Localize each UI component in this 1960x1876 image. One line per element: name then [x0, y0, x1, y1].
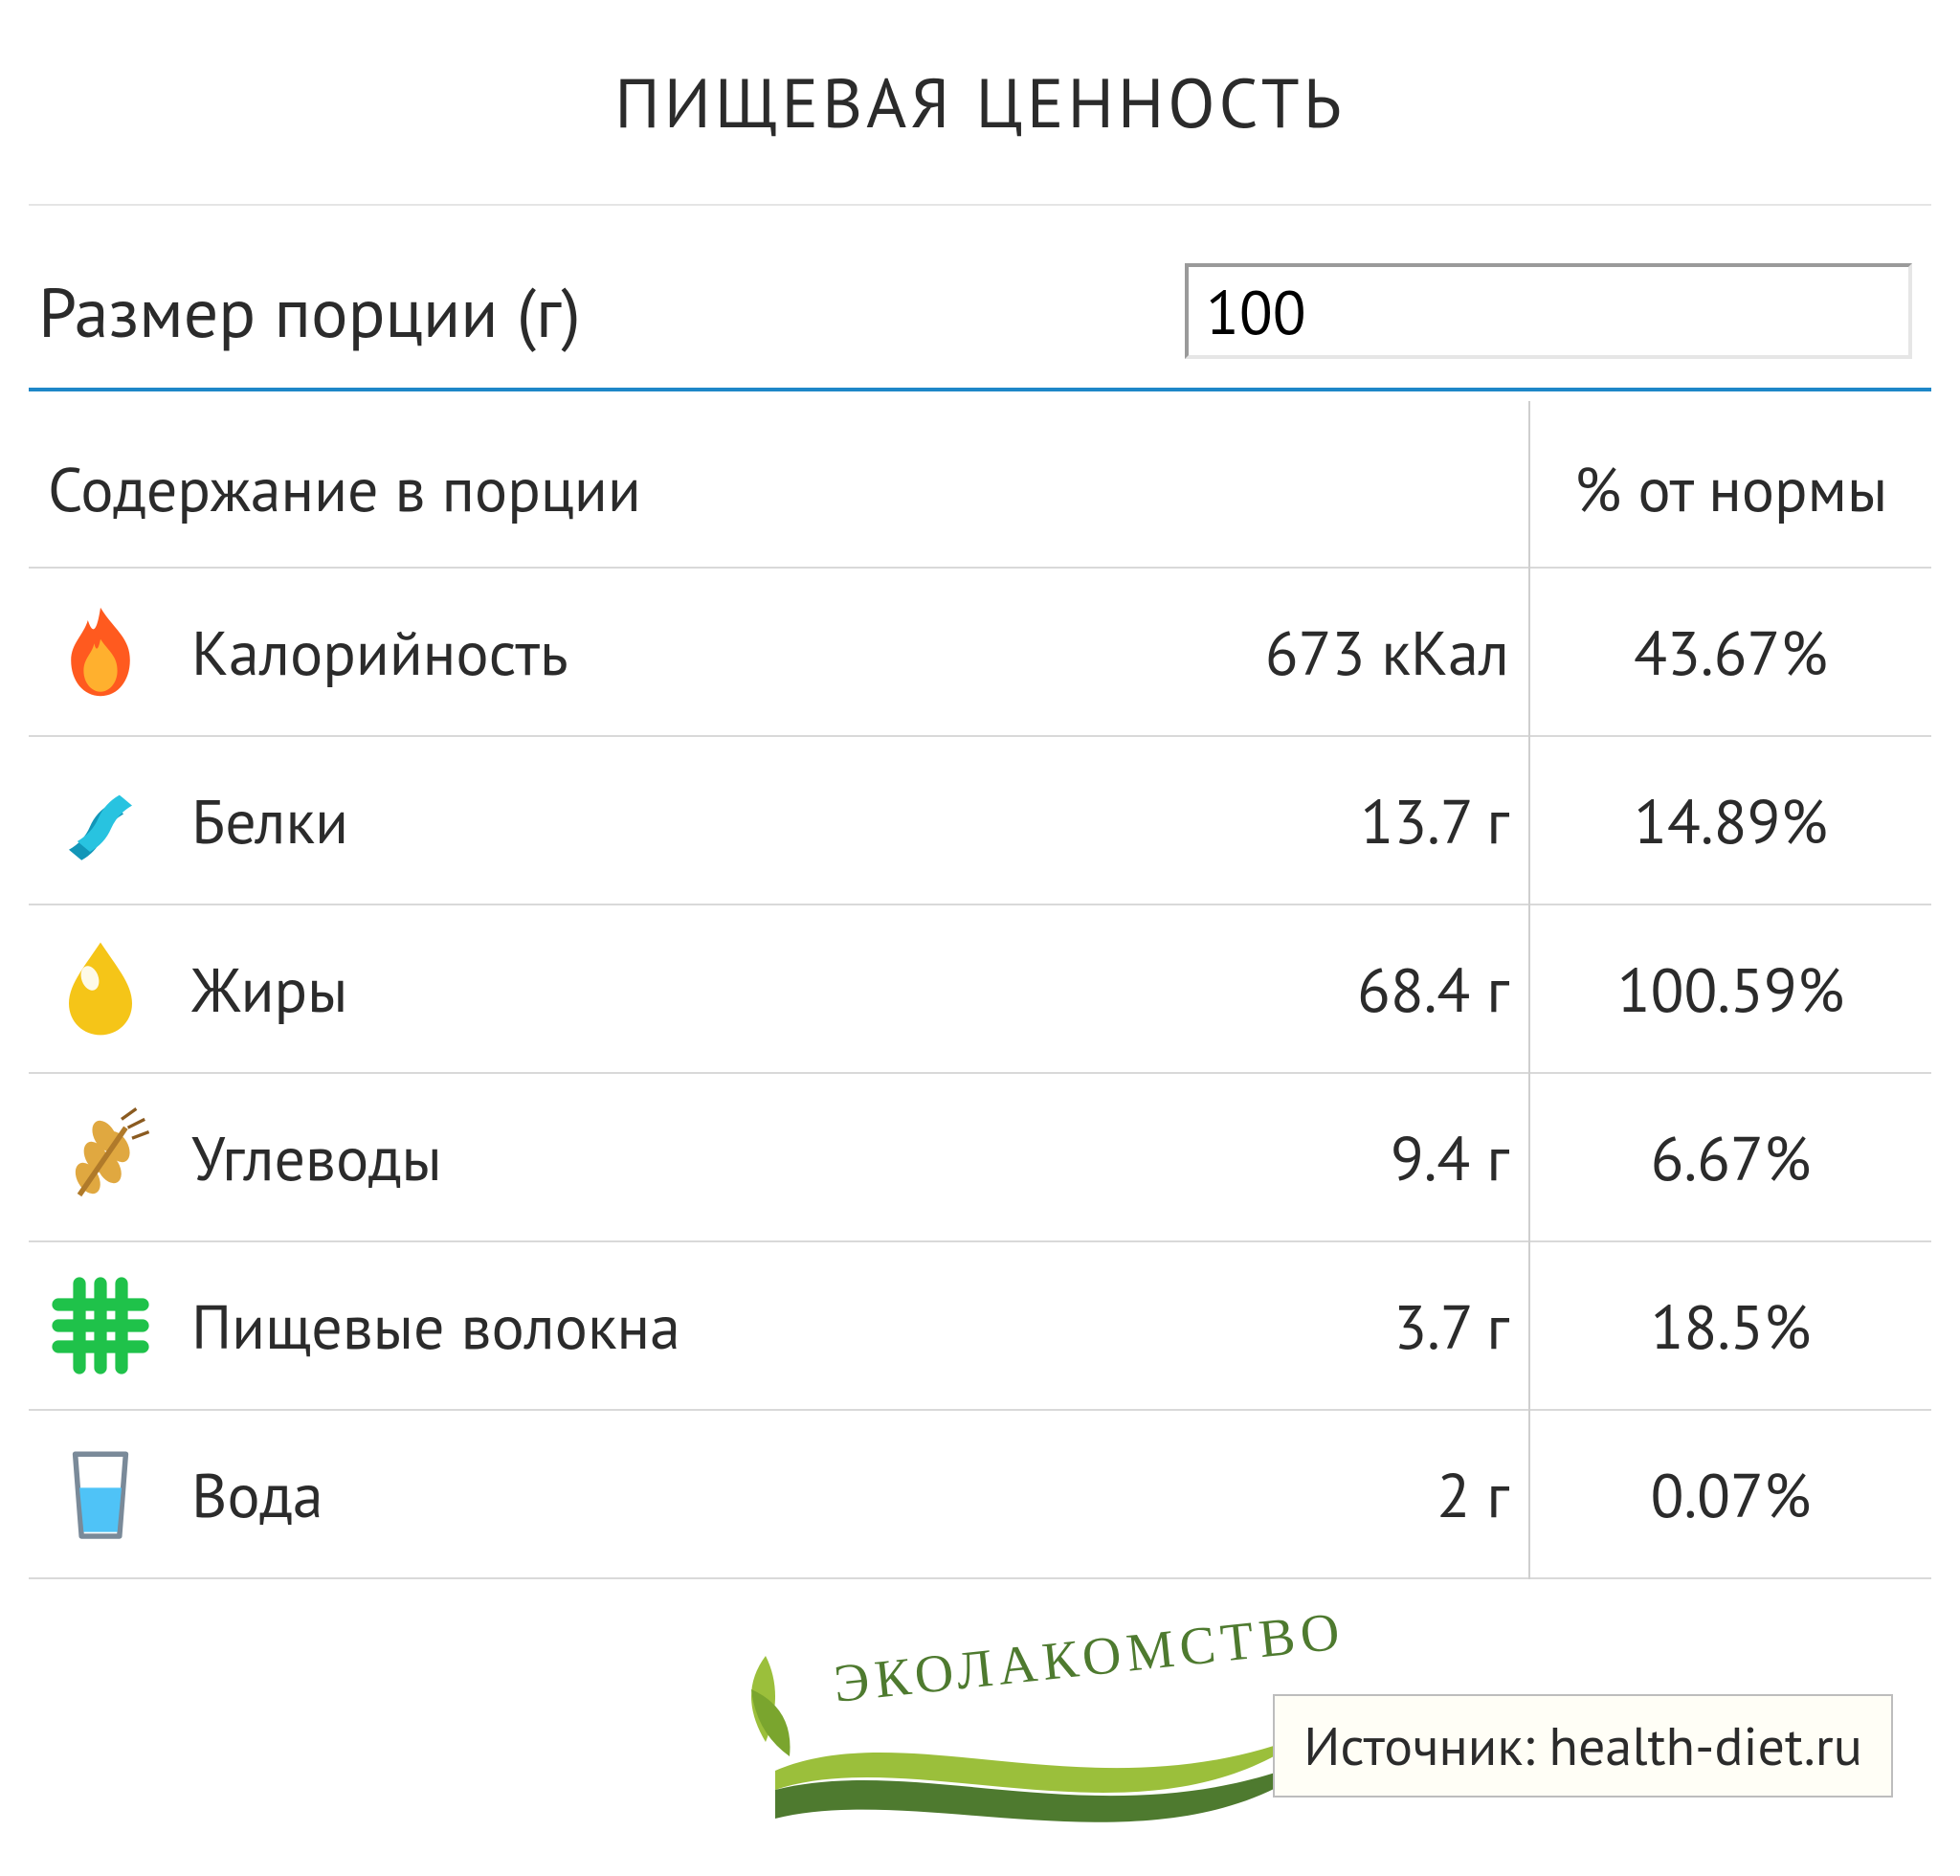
cell-value: 2 г: [1185, 1410, 1529, 1578]
row-water: Вода 2 г 0.07%: [29, 1410, 1931, 1578]
cell-value: 3.7 г: [1185, 1241, 1529, 1410]
drop-icon: [48, 936, 153, 1041]
nutrition-table: Содержание в порции % от нормы Калорийно…: [29, 401, 1931, 1579]
cell-value: 13.7 г: [1185, 736, 1529, 904]
wheat-icon: [48, 1105, 153, 1210]
cell-value: 673 кКал: [1185, 568, 1529, 736]
portion-label: Размер порции (г): [38, 267, 581, 356]
page-title: ПИЩЕВАЯ ЦЕННОСТЬ: [29, 19, 1931, 206]
cell-name: Жиры: [172, 904, 1185, 1073]
cell-norm: 0.07%: [1529, 1410, 1931, 1578]
footer: ЭКОЛАКОМСТВО Источник: health-diet.ru: [29, 1589, 1931, 1838]
cell-value: 9.4 г: [1185, 1073, 1529, 1241]
grid-icon: [48, 1273, 153, 1378]
helix-icon: [48, 768, 153, 873]
flame-icon: [48, 599, 153, 704]
header-content: Содержание в порции: [29, 401, 1529, 568]
row-protein: Белки 13.7 г 14.89%: [29, 736, 1931, 904]
row-fiber: Пищевые волокна 3.7 г 18.5%: [29, 1241, 1931, 1410]
glass-icon: [48, 1441, 153, 1547]
cell-name: Калорийность: [172, 568, 1185, 736]
row-calories: Калорийность 673 кКал 43.67%: [29, 568, 1931, 736]
portion-input[interactable]: [1185, 263, 1912, 359]
portion-row: Размер порции (г): [29, 206, 1931, 391]
cell-norm: 100.59%: [1529, 904, 1931, 1073]
header-norm: % от нормы: [1529, 401, 1931, 568]
cell-value: 68.4 г: [1185, 904, 1529, 1073]
cell-name: Пищевые волокна: [172, 1241, 1185, 1410]
cell-name: Углеводы: [172, 1073, 1185, 1241]
source-label: Источник: health-diet.ru: [1273, 1694, 1893, 1798]
row-carbs: Углеводы 9.4 г 6.67%: [29, 1073, 1931, 1241]
row-fat: Жиры 68.4 г 100.59%: [29, 904, 1931, 1073]
brand-logo: ЭКОЛАКОМСТВО: [699, 1589, 1369, 1838]
cell-name: Белки: [172, 736, 1185, 904]
cell-norm: 18.5%: [1529, 1241, 1931, 1410]
cell-name: Вода: [172, 1410, 1185, 1578]
cell-norm: 6.67%: [1529, 1073, 1931, 1241]
cell-norm: 43.67%: [1529, 568, 1931, 736]
cell-norm: 14.89%: [1529, 736, 1931, 904]
